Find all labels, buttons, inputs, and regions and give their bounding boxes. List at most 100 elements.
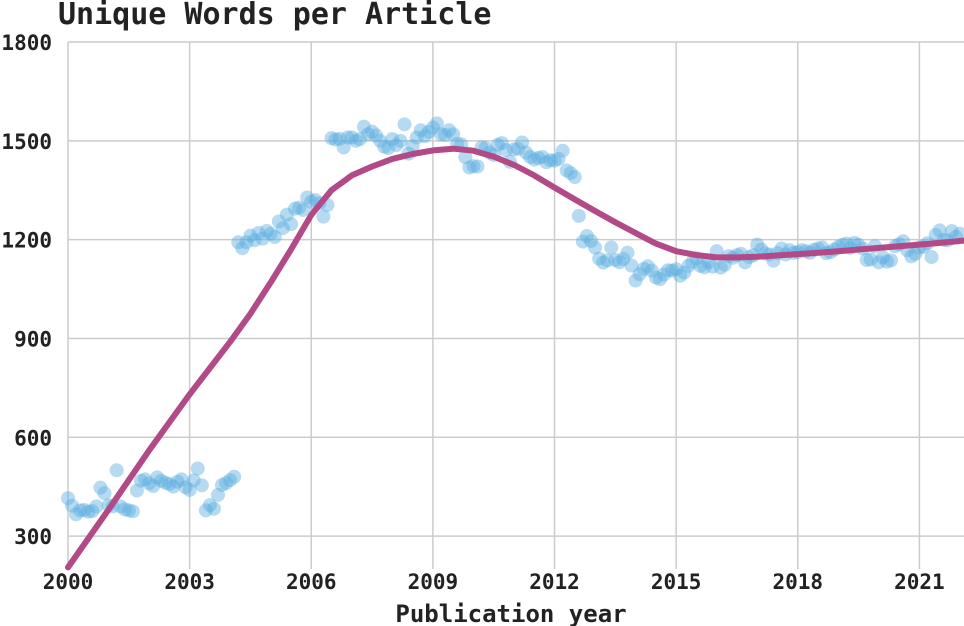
- scatter-point: [263, 226, 278, 241]
- scatter-point: [288, 201, 303, 216]
- scatter-point: [656, 267, 671, 282]
- scatter-point: [125, 504, 140, 519]
- scatter-point: [584, 233, 599, 248]
- scatter-point: [579, 229, 594, 244]
- scatter-point: [381, 141, 396, 156]
- scatter-point: [356, 119, 371, 134]
- scatter-point: [211, 487, 226, 502]
- tick-labels: 2000 2003 2006 2009 2012 2015 2018 2021 300 600 90…: [1, 31, 944, 594]
- scatter-point: [129, 483, 144, 498]
- x-axis-label: Publication year: [395, 600, 626, 626]
- scatter-point: [405, 139, 420, 154]
- scatter-point: [673, 268, 688, 283]
- scatter-point: [859, 253, 874, 268]
- scatter-point: [81, 504, 96, 519]
- scatter-point: [754, 242, 769, 257]
- scatter-point: [466, 159, 481, 174]
- scatter-point: [608, 253, 623, 268]
- scatter-point: [385, 132, 400, 147]
- scatter-point: [596, 255, 611, 270]
- scatter-point: [227, 469, 242, 484]
- scatter-point: [665, 263, 680, 278]
- x-tick-label: 2021: [894, 570, 945, 594]
- scatter-point: [336, 140, 351, 155]
- scatter-point: [397, 117, 412, 132]
- scatter-point: [113, 499, 128, 514]
- scatter-point: [884, 253, 899, 268]
- scatter-point: [661, 263, 676, 278]
- scatter-point: [539, 155, 554, 170]
- scatter-point: [142, 476, 157, 491]
- scatter-point: [215, 478, 230, 493]
- scatter-point: [515, 135, 530, 150]
- scatter-point: [604, 240, 619, 255]
- x-tick-label: 2018: [772, 570, 823, 594]
- scatter-point: [158, 475, 173, 490]
- scatter-point: [117, 502, 132, 517]
- x-tick-label: 2006: [286, 570, 337, 594]
- scatter-point: [235, 241, 250, 256]
- scatter-point: [133, 473, 148, 488]
- scatter-point: [182, 482, 197, 497]
- scatter-point: [511, 141, 526, 156]
- scatter-point: [174, 472, 189, 487]
- scatter-point: [202, 498, 217, 513]
- scatter-point: [377, 139, 392, 154]
- scatter-point: [750, 237, 765, 252]
- scatter-point: [206, 501, 221, 516]
- scatter-point: [442, 123, 457, 138]
- scatter-point: [863, 252, 878, 267]
- scatter-point: [292, 200, 307, 215]
- scatter-point: [348, 133, 363, 148]
- scatter-point: [535, 149, 550, 164]
- scatter-point: [429, 116, 444, 131]
- scatter-point: [555, 143, 570, 158]
- scatter-point: [89, 499, 104, 514]
- scatter-point: [616, 252, 631, 267]
- scatter-point: [77, 503, 92, 518]
- scatter-point: [559, 163, 574, 178]
- scatter-point: [178, 480, 193, 495]
- scatter-point: [575, 234, 590, 249]
- scatter-point: [194, 478, 209, 493]
- scatter-point: [393, 133, 408, 148]
- scatter-point: [198, 503, 213, 518]
- scatter-point: [365, 124, 380, 139]
- scatter-point: [685, 255, 700, 270]
- scatter-point: [328, 132, 343, 147]
- y-tick-label: 300: [14, 525, 52, 549]
- scatter-point: [150, 470, 165, 485]
- scatter-point: [146, 478, 161, 493]
- y-tick-label: 1800: [1, 31, 52, 55]
- scatter-point: [879, 254, 894, 269]
- scatter-point: [458, 150, 473, 165]
- scatter-point: [924, 250, 939, 265]
- x-tick-label: 2012: [529, 570, 580, 594]
- scatter-point: [669, 262, 684, 277]
- scatter-point: [162, 477, 177, 492]
- scatter-point: [121, 503, 136, 518]
- scatter-point: [875, 250, 890, 265]
- scatter-point: [600, 253, 615, 268]
- scatter-point: [697, 260, 712, 275]
- scatter-point: [677, 265, 692, 280]
- scatter-point: [304, 194, 319, 209]
- scatter-point: [446, 127, 461, 142]
- scatter-point: [417, 129, 432, 144]
- scatter-point: [97, 486, 112, 501]
- scatter-point: [61, 491, 75, 506]
- scatter-point: [506, 142, 521, 157]
- scatter-point: [361, 127, 376, 142]
- scatter-point: [908, 246, 923, 261]
- scatter-point: [267, 229, 282, 244]
- y-tick-label: 600: [14, 426, 52, 450]
- scatter-point: [547, 153, 562, 168]
- scatter-point: [166, 479, 181, 494]
- scatter-point: [551, 151, 566, 166]
- scatter-point: [243, 228, 258, 243]
- scatter-point: [369, 128, 384, 143]
- grid-layer: [67, 41, 964, 569]
- scatter-point: [255, 231, 270, 246]
- scatter-point: [644, 263, 659, 278]
